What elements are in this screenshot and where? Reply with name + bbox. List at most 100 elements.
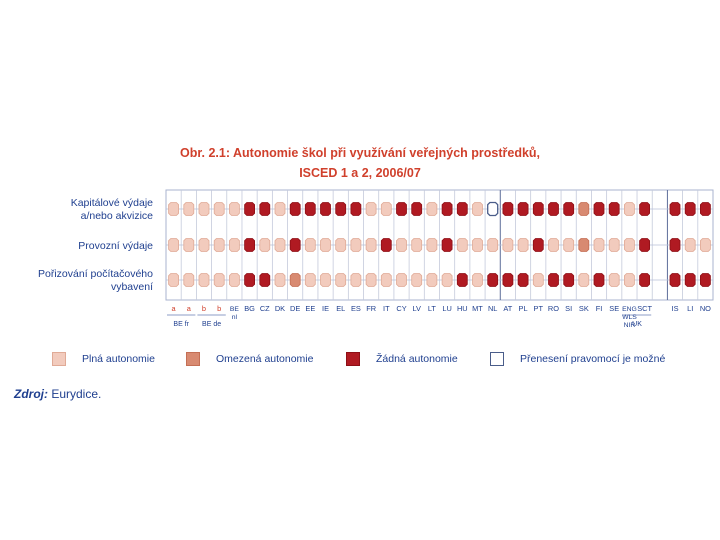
column-label: SCT bbox=[637, 304, 652, 313]
cell-marker bbox=[548, 273, 559, 287]
cell-marker bbox=[320, 202, 331, 216]
source-text: Eurydice. bbox=[48, 387, 102, 401]
cell-marker bbox=[700, 273, 711, 287]
column-label: FR bbox=[366, 304, 376, 313]
cell-marker bbox=[213, 238, 225, 252]
cell-marker bbox=[168, 238, 180, 252]
column-label: LV bbox=[412, 304, 421, 313]
cell-marker bbox=[335, 202, 347, 216]
column-label: LI bbox=[687, 304, 693, 313]
cell-marker bbox=[426, 202, 438, 216]
cell-marker bbox=[228, 202, 240, 216]
cell-marker bbox=[274, 202, 286, 216]
cell-marker bbox=[228, 273, 240, 287]
cell-marker bbox=[183, 202, 195, 216]
column-label: PT bbox=[534, 304, 544, 313]
cell-marker bbox=[320, 273, 331, 287]
cell-marker bbox=[304, 273, 316, 287]
cell-marker bbox=[472, 202, 483, 216]
cell-marker bbox=[456, 202, 468, 216]
cell-marker bbox=[244, 202, 256, 216]
column-label: RO bbox=[548, 304, 559, 313]
legend-swatch-limited bbox=[186, 352, 200, 366]
row-label: Kapitálové výdaje bbox=[71, 197, 153, 209]
cell-marker bbox=[365, 238, 377, 252]
cell-marker bbox=[441, 238, 453, 252]
cell-marker bbox=[502, 273, 514, 287]
cell-marker bbox=[532, 273, 544, 287]
cell-marker bbox=[608, 238, 620, 252]
cell-marker bbox=[472, 238, 483, 252]
cell-marker bbox=[624, 273, 635, 287]
group-label: UK bbox=[632, 321, 642, 328]
cell-marker bbox=[578, 238, 590, 252]
column-label: NIR bbox=[624, 322, 636, 329]
cell-marker bbox=[228, 238, 240, 252]
column-label: LU bbox=[442, 304, 451, 313]
cell-marker bbox=[502, 238, 514, 252]
column-label: LT bbox=[428, 304, 437, 313]
row-label: Provozní výdaje bbox=[78, 240, 153, 252]
cell-marker bbox=[213, 202, 225, 216]
legend-label-full: Plná autonomie bbox=[82, 353, 155, 365]
cell-marker bbox=[396, 238, 407, 252]
cell-marker bbox=[548, 202, 559, 216]
cell-marker bbox=[472, 273, 483, 287]
cell-marker bbox=[244, 238, 256, 252]
column-label: ES bbox=[351, 304, 361, 313]
column-label: a bbox=[172, 304, 177, 313]
cell-marker bbox=[548, 238, 559, 252]
legend: Plná autonomie Omezená autonomie Žádná a… bbox=[52, 350, 712, 374]
column-label: SI bbox=[565, 304, 572, 313]
source-label: Zdroj: bbox=[14, 387, 48, 401]
cell-marker bbox=[578, 273, 590, 287]
cell-marker bbox=[624, 202, 635, 216]
cell-marker bbox=[335, 273, 347, 287]
column-label: a bbox=[187, 304, 192, 313]
cell-marker bbox=[274, 273, 286, 287]
column-label: nl bbox=[232, 314, 238, 321]
cell-marker bbox=[335, 238, 347, 252]
group-label: BE fr bbox=[173, 321, 189, 328]
cell-marker bbox=[532, 202, 544, 216]
cell-marker bbox=[289, 202, 301, 216]
cell-marker bbox=[563, 238, 575, 252]
column-label: AT bbox=[503, 304, 512, 313]
cell-marker bbox=[198, 238, 210, 252]
cell-marker bbox=[684, 273, 696, 287]
cell-marker bbox=[517, 238, 529, 252]
cell-marker bbox=[168, 273, 180, 287]
cell-marker bbox=[593, 202, 605, 216]
cell-marker bbox=[380, 273, 392, 287]
cell-marker bbox=[487, 201, 499, 217]
cell-marker bbox=[517, 273, 529, 287]
cell-marker bbox=[350, 273, 362, 287]
cell-marker bbox=[183, 238, 195, 252]
cell-marker bbox=[350, 238, 362, 252]
legend-swatch-delegated bbox=[490, 352, 504, 366]
cell-marker bbox=[426, 238, 438, 252]
column-label: MT bbox=[472, 304, 483, 313]
cell-marker bbox=[274, 238, 286, 252]
column-label: BE bbox=[230, 306, 240, 313]
chart-title-line1: Obr. 2.1: Autonomie škol při využívání v… bbox=[179, 146, 541, 160]
cell-marker bbox=[639, 202, 650, 216]
cell-marker bbox=[684, 238, 696, 252]
cell-marker bbox=[639, 238, 650, 252]
column-label: EL bbox=[336, 304, 345, 313]
column-label: CY bbox=[396, 304, 406, 313]
cell-marker bbox=[487, 238, 499, 252]
cell-marker bbox=[396, 273, 407, 287]
cell-marker bbox=[669, 273, 681, 287]
cell-marker bbox=[396, 202, 407, 216]
cell-marker bbox=[365, 202, 377, 216]
column-label: WLS bbox=[622, 314, 637, 321]
cell-marker bbox=[411, 273, 423, 287]
row-label: Pořizování počítačového bbox=[38, 268, 153, 280]
cell-marker bbox=[198, 273, 210, 287]
cell-marker bbox=[578, 202, 590, 216]
cell-marker bbox=[426, 273, 438, 287]
column-label: SK bbox=[579, 304, 589, 313]
cell-marker bbox=[289, 273, 301, 287]
